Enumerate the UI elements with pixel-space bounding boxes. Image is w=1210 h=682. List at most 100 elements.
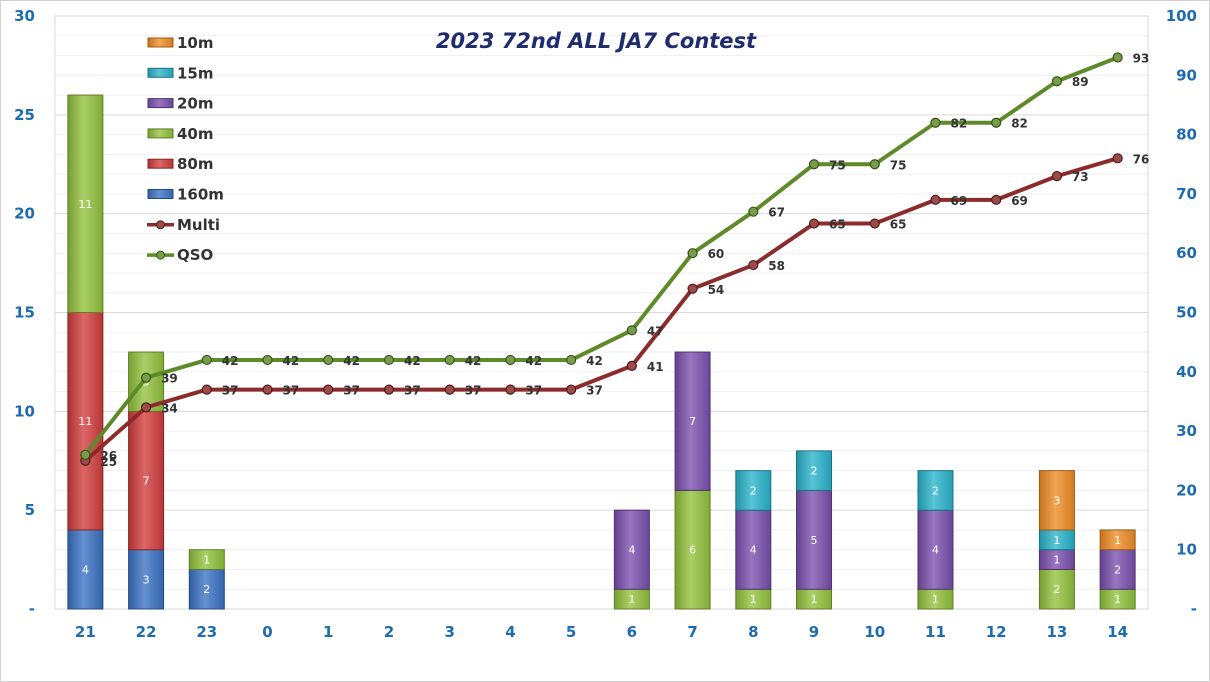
bar-segment-10m <box>1099 529 1136 551</box>
bar-data-label: 2 <box>811 465 818 478</box>
line-point-QSO <box>687 248 698 259</box>
line-point-QSO <box>626 325 637 336</box>
line-point-QSO <box>140 372 152 383</box>
line-point-Multi <box>748 259 759 271</box>
bar-data-label: 11 <box>78 198 92 211</box>
legend-label: 10m <box>177 34 214 52</box>
x-tick-label: 6 <box>627 623 637 641</box>
line-data-label-Multi: 69 <box>1011 194 1028 208</box>
y-left-tick-label: 15 <box>14 304 35 322</box>
line-point-Multi <box>566 384 577 395</box>
line-data-label-QSO: 39 <box>161 372 178 386</box>
line-data-label-QSO: 42 <box>586 354 603 368</box>
legend-label: QSO <box>177 246 213 264</box>
legend-swatch <box>147 37 174 48</box>
legend-label: Multi <box>177 216 220 234</box>
line-point-QSO <box>930 117 941 128</box>
bar-segment-20m <box>917 509 954 590</box>
legend-swatch <box>147 128 174 139</box>
x-tick-label: 11 <box>925 623 946 641</box>
bar-data-label: 1 <box>811 593 818 606</box>
legend-swatch <box>147 158 174 169</box>
line-data-label-QSO: 82 <box>1011 117 1028 131</box>
line-point-Multi <box>687 283 698 294</box>
bar-data-label: 4 <box>932 544 939 557</box>
y-right-tick-label: 40 <box>1176 363 1197 381</box>
bar-segment-40m <box>1038 568 1075 610</box>
line-data-label-QSO: 26 <box>100 449 117 463</box>
legend-item-Multi: Multi <box>147 216 220 234</box>
bar-data-label: 2 <box>1053 583 1060 596</box>
bar-segment-20m <box>674 351 711 491</box>
legend-item-10m: 10m <box>147 34 214 52</box>
x-tick-label: 23 <box>196 623 217 641</box>
bar-data-label: 7 <box>143 475 150 488</box>
bar-segment-20m <box>613 509 650 590</box>
line-data-label-Multi: 37 <box>525 384 542 398</box>
bar-data-label: 6 <box>689 544 696 557</box>
line-data-label-QSO: 75 <box>829 158 846 172</box>
line-data-label-QSO: 67 <box>768 206 785 220</box>
legend-item-160m: 160m <box>147 186 224 204</box>
legend-marker <box>156 250 165 260</box>
line-data-label-Multi: 76 <box>1133 152 1150 166</box>
legend-swatch <box>147 98 174 109</box>
line-series-QSO <box>83 55 1120 457</box>
line-data-label-QSO: 42 <box>222 354 239 368</box>
line-point-Multi <box>626 360 637 371</box>
line-point-QSO <box>444 354 455 366</box>
bar-data-label: 3 <box>1053 494 1060 507</box>
y-right-tick-label: 90 <box>1176 66 1197 84</box>
bar-data-label: 1 <box>1114 593 1121 606</box>
line-data-label-Multi: 37 <box>586 384 603 398</box>
bar-segment-40m <box>674 489 711 610</box>
y-right-tick-label: 20 <box>1176 481 1197 499</box>
line-data-label-Multi: 69 <box>950 194 967 208</box>
legend-item-15m: 15m <box>147 64 214 82</box>
line-point-QSO <box>262 354 273 366</box>
line-point-QSO <box>1112 52 1123 63</box>
line-data-label-QSO: 42 <box>525 354 542 368</box>
line-point-QSO <box>505 354 516 366</box>
x-tick-label: 14 <box>1107 623 1128 641</box>
legend-item-20m: 20m <box>147 95 214 113</box>
line-data-label-QSO: 60 <box>708 247 725 261</box>
line-point-QSO <box>383 354 395 366</box>
y-right-tick-label: - <box>1191 600 1197 618</box>
x-tick-label: 7 <box>687 623 697 641</box>
line-point-QSO <box>1051 76 1063 87</box>
legend-item-40m: 40m <box>147 125 214 143</box>
line-point-Multi <box>808 218 820 229</box>
bar-segment-160m <box>67 529 104 610</box>
line-data-label-Multi: 37 <box>222 384 239 398</box>
bar-data-label: 1 <box>1053 534 1060 547</box>
line-data-label-Multi: 34 <box>161 401 178 415</box>
y-left-tick-label: 30 <box>14 7 35 25</box>
line-point-Multi <box>930 194 941 205</box>
line-point-Multi <box>383 384 395 395</box>
legend-swatch <box>147 67 174 78</box>
bar-data-label: 2 <box>1114 563 1121 576</box>
bar-segment-10m <box>1038 470 1075 531</box>
y-right-tick-label: 80 <box>1176 126 1197 144</box>
line-data-label-QSO: 47 <box>647 324 664 338</box>
line-point-Multi <box>991 194 1002 205</box>
y-left-tick-label: 25 <box>14 106 35 124</box>
line-data-label-QSO: 42 <box>465 354 482 368</box>
y-left-tick-label: 20 <box>14 205 35 223</box>
bar-data-label: 1 <box>750 593 757 606</box>
bar-segment-15m <box>917 470 954 511</box>
legend-label: 80m <box>177 155 214 173</box>
x-tick-label: 0 <box>262 623 272 641</box>
bar-data-label: 1 <box>932 593 939 606</box>
line-data-label-Multi: 73 <box>1072 170 1089 184</box>
bar-data-label: 3 <box>143 573 150 586</box>
line-series-Multi <box>83 156 1120 463</box>
legend-swatch <box>147 189 174 199</box>
x-tick-label: 1 <box>323 623 333 641</box>
bar-segment-40m <box>188 549 225 570</box>
line-data-label-QSO: 82 <box>950 117 967 131</box>
line-point-Multi <box>201 384 212 395</box>
x-tick-label: 3 <box>444 623 454 641</box>
